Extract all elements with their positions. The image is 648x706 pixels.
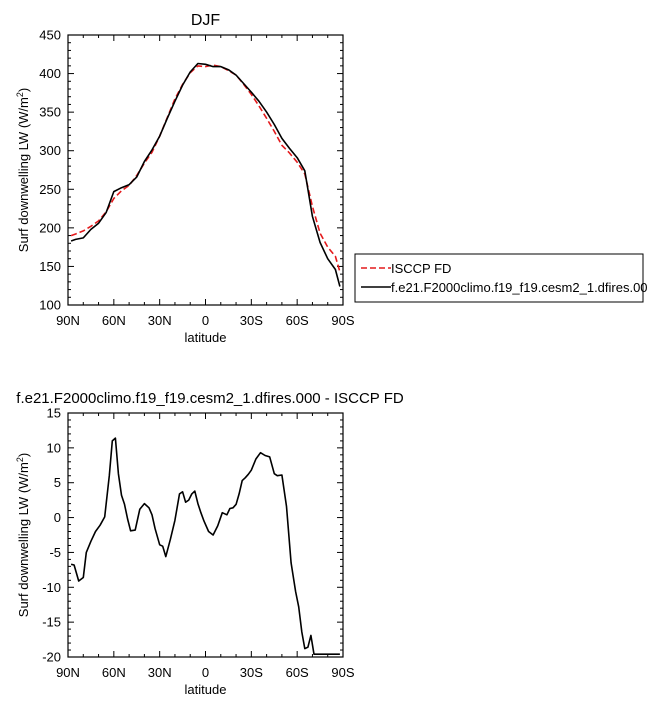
x-tick-label: 0 bbox=[202, 313, 209, 328]
y-tick-label: 250 bbox=[39, 182, 61, 197]
x-tick-label: 90S bbox=[331, 665, 354, 680]
y-tick-label: -15 bbox=[42, 615, 61, 630]
y-tick-label: 200 bbox=[39, 220, 61, 235]
y-tick-label: 5 bbox=[54, 475, 61, 490]
x-tick-label: 90N bbox=[56, 313, 80, 328]
legend-box bbox=[354, 253, 644, 303]
x-tick-label: 0 bbox=[202, 665, 209, 680]
x-axis-label: latitude bbox=[185, 682, 227, 697]
y-tick-label: -20 bbox=[42, 650, 61, 665]
x-axis-label: latitude bbox=[185, 330, 227, 345]
x-tick-label: 60N bbox=[102, 665, 126, 680]
x-tick-label: 90N bbox=[56, 665, 80, 680]
chart-title: DJF bbox=[191, 12, 221, 29]
plot-frame bbox=[67, 412, 344, 658]
chart-panel-2: f.e21.F2000climo.f19_f19.cesm2_1.dfires.… bbox=[15, 390, 404, 697]
legend-label-2: f.e21.F2000climo.f19_f19.cesm2_1.dfires.… bbox=[391, 280, 648, 295]
legend-label-1: ISCCP FD bbox=[391, 261, 451, 276]
x-tick-label: 30S bbox=[240, 313, 263, 328]
x-tick-label: 30N bbox=[148, 665, 172, 680]
x-tick-label: 60S bbox=[286, 665, 309, 680]
x-tick-label: 30N bbox=[148, 313, 172, 328]
series-line-1 bbox=[70, 64, 341, 273]
x-tick-label: 90S bbox=[331, 313, 354, 328]
y-tick-label: -5 bbox=[49, 545, 61, 560]
y-tick-label: 400 bbox=[39, 66, 61, 81]
y-axis-label: Surf downwelling LW (W/m2) bbox=[15, 453, 31, 617]
y-tick-label: 150 bbox=[39, 259, 61, 274]
chart-panel-1: DJF 90N 60N 30N 0 30S 60S 90S 100 150 200 250 300 350… bbox=[15, 12, 648, 345]
series-line-2 bbox=[70, 62, 341, 287]
y-tick-label: -10 bbox=[42, 580, 61, 595]
y-tick-label: 10 bbox=[47, 440, 61, 455]
y-tick-label: 15 bbox=[47, 406, 61, 421]
x-tick-label: 60N bbox=[102, 313, 126, 328]
series-line-1 bbox=[70, 437, 340, 656]
y-tick-label: 300 bbox=[39, 143, 61, 158]
y-tick-label: 450 bbox=[39, 28, 61, 43]
x-tick-label: 60S bbox=[286, 313, 309, 328]
y-tick-label: 100 bbox=[39, 298, 61, 313]
y-tick-label: 0 bbox=[54, 510, 61, 525]
y-tick-label: 350 bbox=[39, 105, 61, 120]
x-tick-label: 30S bbox=[240, 665, 263, 680]
y-axis-label: Surf downwelling LW (W/m2) bbox=[15, 88, 31, 252]
chart-title: f.e21.F2000climo.f19_f19.cesm2_1.dfires.… bbox=[16, 390, 404, 407]
